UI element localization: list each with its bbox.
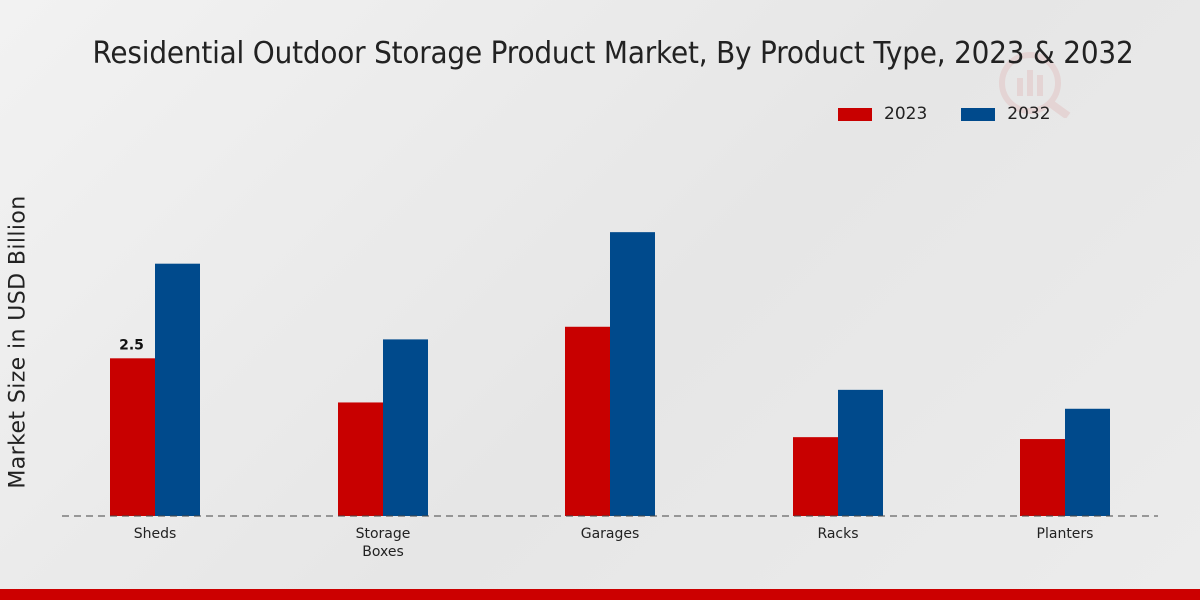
legend-item-2023: 2023: [838, 104, 927, 124]
bar-2023-storage-boxes: [338, 402, 383, 516]
data-label-2023-sheds: 2.5: [119, 337, 144, 353]
bar-2032-sheds: [155, 263, 200, 516]
bar-2023-planters: [1020, 439, 1065, 516]
chart-title: Residential Outdoor Storage Product Mark…: [92, 36, 1134, 71]
bar-2032-storage-boxes: [383, 339, 428, 516]
x-tick-label-storage-boxes: Storage Boxes: [356, 526, 411, 560]
bar-2032-planters: [1065, 408, 1110, 516]
x-tick-label-racks: Racks: [817, 526, 858, 542]
legend: 2023 2032: [838, 104, 1085, 124]
legend-item-2032: 2032: [961, 104, 1051, 124]
legend-label-2023: 2023: [884, 104, 928, 124]
legend-swatch-2032: [961, 107, 996, 121]
x-tick-label-planters: Planters: [1037, 526, 1094, 542]
legend-label-2032: 2032: [1007, 104, 1051, 124]
bar-2023-racks: [793, 437, 838, 516]
x-tick-label-sheds: Sheds: [134, 526, 177, 542]
bar-2032-garages: [610, 232, 655, 516]
footer-bar: [0, 589, 1200, 600]
bar-2023-sheds: [110, 358, 155, 516]
x-tick-label-garages: Garages: [581, 526, 640, 542]
watermark-logo: [990, 48, 1080, 120]
bar-2023-garages: [565, 326, 610, 516]
legend-swatch-2023: [838, 107, 872, 121]
bar-2032-racks: [838, 389, 883, 516]
